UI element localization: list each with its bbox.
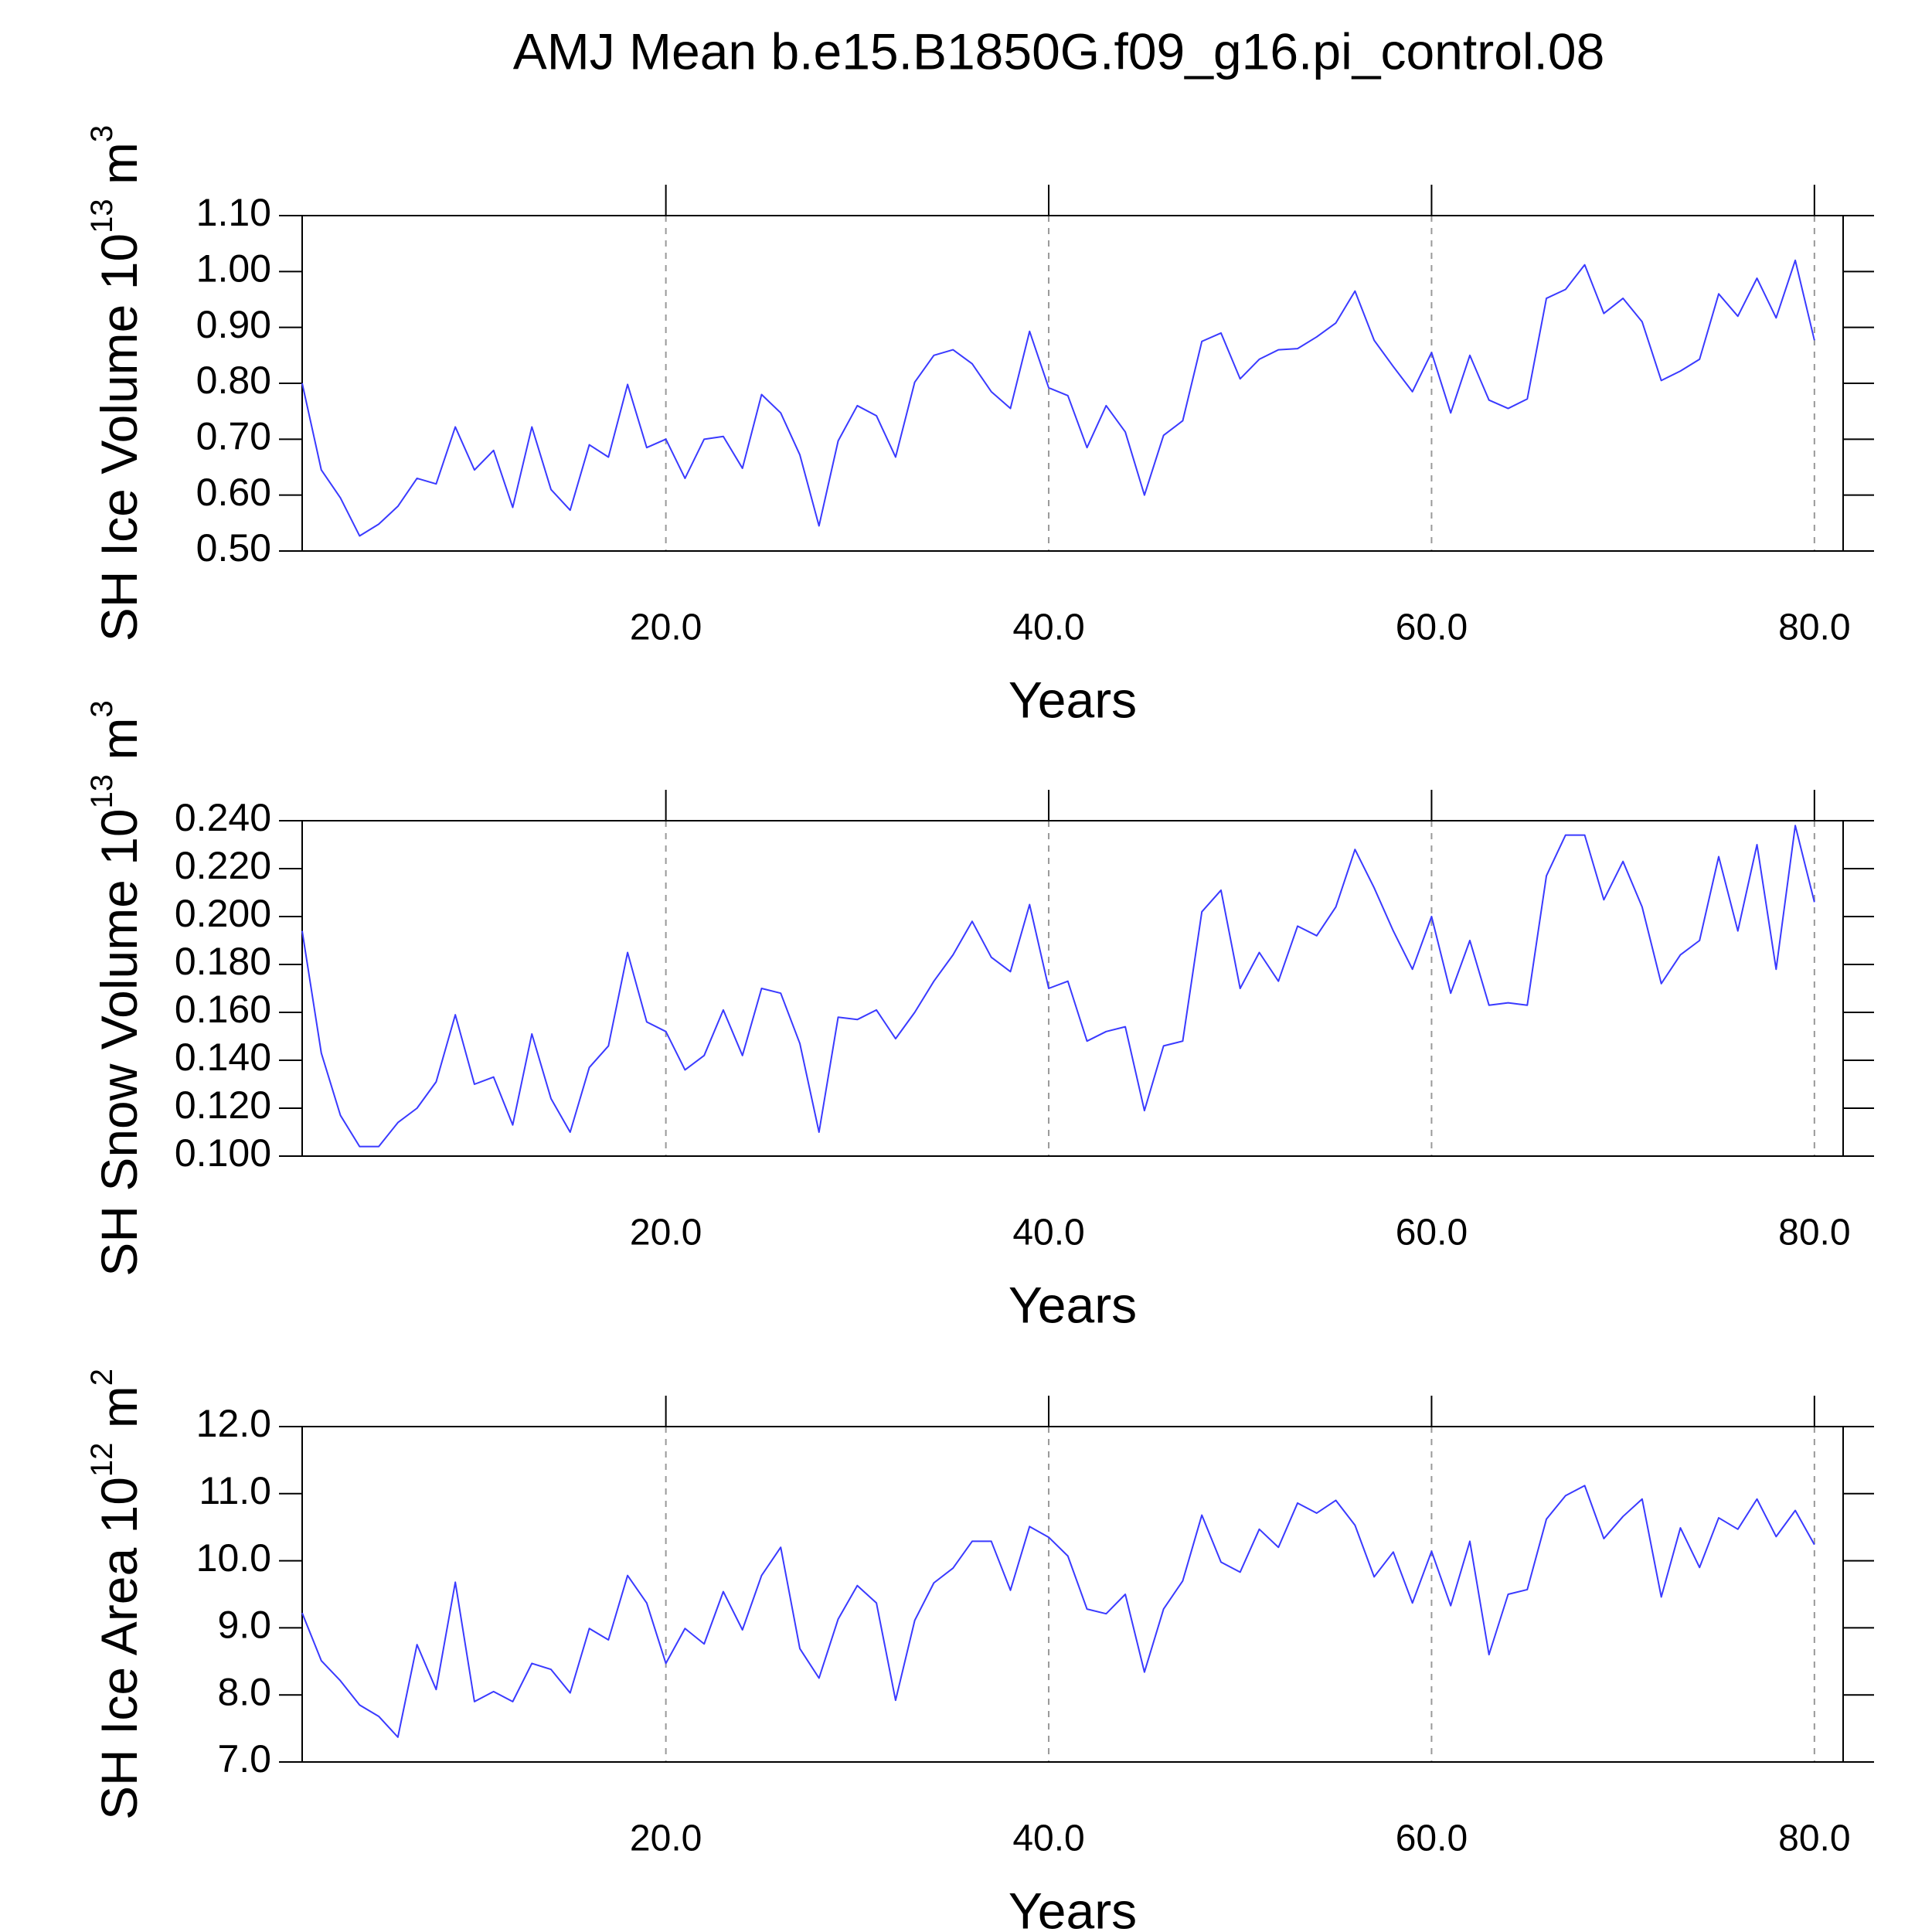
y-axis-label-exponent: 13 <box>85 199 119 233</box>
y-tick-label: 0.100 <box>175 1131 271 1175</box>
x-tick-label: 60.0 <box>1396 1818 1468 1859</box>
plot-frame <box>301 820 1844 1157</box>
x-tick-label: 60.0 <box>1396 1213 1468 1253</box>
x-tick-label: 20.0 <box>630 1213 702 1253</box>
y-tick-label: 12.0 <box>196 1402 271 1445</box>
y-axis-label-text: SH Snow Volume 10 <box>90 808 148 1276</box>
chart-panel: 20.0 40.0 60.0 80.0 0.50 0.60 0.70 0.80 0.90 1.00… <box>85 125 1874 728</box>
figure-title: AMJ Mean b.e15.B1850G.f09_g16.pi_control… <box>513 22 1605 80</box>
y-axis-label-exponent: 2 <box>85 1369 119 1386</box>
data-line <box>301 1485 1815 1738</box>
y-tick-label: 0.90 <box>196 303 271 346</box>
x-tick-label: 80.0 <box>1778 1818 1850 1859</box>
y-axis-label: SH Snow Volume 1013 m3 <box>85 700 148 1276</box>
plot-frame <box>301 1426 1844 1763</box>
y-axis-label-text: SH Ice Volume 10 <box>90 233 148 641</box>
chart-panel: 20.0 40.0 60.0 80.0 7.0 8.0 9.0 10.0 11.0 12.0 Yea… <box>85 1369 1874 1932</box>
x-tick-label: 80.0 <box>1778 607 1850 648</box>
y-axis-label: SH Ice Volume 1013 m3 <box>85 125 148 641</box>
y-tick-label: 1.00 <box>196 247 271 291</box>
y-axis-label-text: m <box>90 142 148 199</box>
y-tick-label: 0.180 <box>175 940 271 983</box>
y-axis-label-exponent: 3 <box>85 125 119 142</box>
y-tick-label: 0.60 <box>196 471 271 514</box>
y-tick-label: 0.120 <box>175 1083 271 1127</box>
x-tick-label: 40.0 <box>1012 1213 1084 1253</box>
y-tick-label: 0.140 <box>175 1036 271 1079</box>
y-tick-label: 0.70 <box>196 415 271 458</box>
y-axis-label-text: m <box>90 718 148 774</box>
y-tick-label: 0.240 <box>175 796 271 839</box>
x-axis-label: Years <box>1009 1882 1137 1932</box>
y-axis-label-text: m <box>90 1386 148 1442</box>
y-tick-label: 1.10 <box>196 191 271 234</box>
x-tick-label: 40.0 <box>1012 607 1084 648</box>
x-tick-label: 60.0 <box>1396 607 1468 648</box>
y-tick-label: 0.80 <box>196 359 271 402</box>
y-tick-label: 0.220 <box>175 844 271 887</box>
x-tick-label: 80.0 <box>1778 1213 1850 1253</box>
y-tick-label: 10.0 <box>196 1536 271 1580</box>
data-line <box>301 259 1815 537</box>
x-axis-label: Years <box>1009 671 1137 728</box>
y-tick-label: 7.0 <box>217 1737 271 1781</box>
y-axis-label-exponent: 13 <box>85 774 119 809</box>
y-axis-label: SH Ice Area 1012 m2 <box>85 1369 148 1820</box>
x-tick-label: 20.0 <box>630 607 702 648</box>
y-axis-label-text: SH Ice Area 10 <box>90 1477 148 1820</box>
x-tick-label: 20.0 <box>630 1818 702 1859</box>
y-tick-label: 9.0 <box>217 1604 271 1647</box>
y-tick-label: 0.200 <box>175 892 271 935</box>
y-tick-label: 8.0 <box>217 1670 271 1713</box>
y-tick-label: 11.0 <box>199 1469 271 1512</box>
x-axis-label: Years <box>1009 1276 1137 1333</box>
y-tick-label: 0.50 <box>196 526 271 570</box>
y-axis-label-exponent: 12 <box>85 1443 119 1478</box>
x-tick-label: 40.0 <box>1012 1818 1084 1859</box>
data-line <box>301 825 1815 1148</box>
y-tick-label: 0.160 <box>175 988 271 1031</box>
y-axis-label-exponent: 3 <box>85 700 119 717</box>
